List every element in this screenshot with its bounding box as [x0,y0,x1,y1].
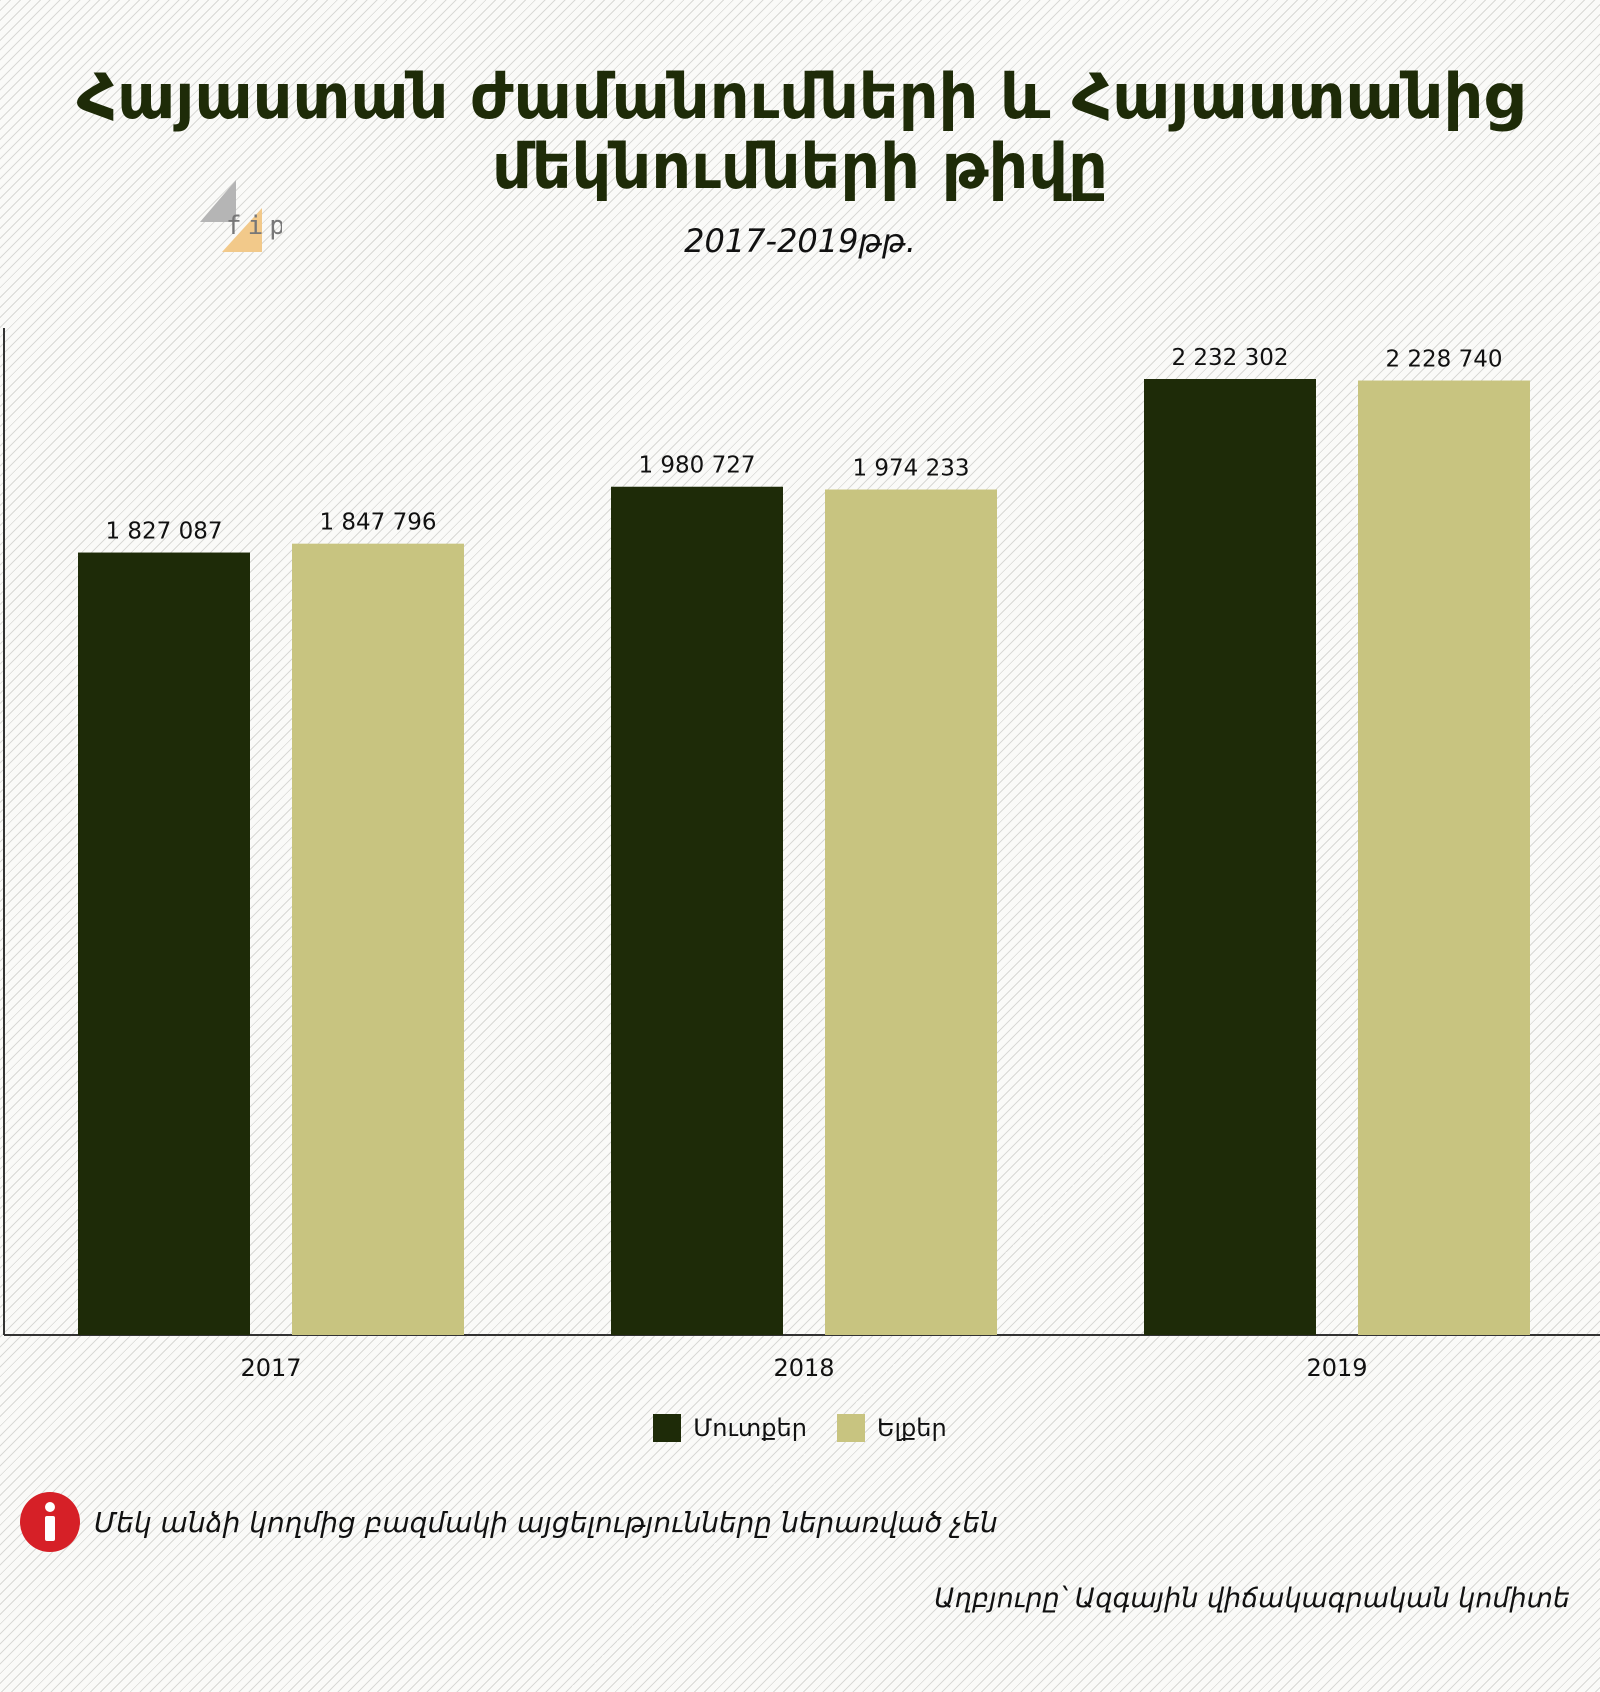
footnote: Մեկ անձի կողմից բազմակի այցելությունները… [20,1492,998,1552]
bar-chart: 1 827 087 1 847 796 2017 1 980 727 1 974 233… [3,328,1600,1380]
bar-arrivals-2019 [1144,379,1316,1335]
data-label-arrivals-2019: 2 232 302 [1171,345,1288,371]
legend-label-departures: Ելքեր [876,1414,947,1442]
x-tick-label-2018: 2018 [773,1354,834,1380]
legend: Մուտքեր Ելքեր [0,1414,1600,1442]
bar-departures-2019 [1358,380,1530,1335]
data-label-departures-2017: 1 847 796 [319,510,436,536]
legend-item-departures: Ելքեր [836,1414,947,1442]
legend-label-arrivals: Մուտքեր [693,1414,807,1442]
chart-title: Հայաստան ժամանումների և Հայաստանից մեկնո… [76,60,1524,203]
fip-logo: fip [200,180,282,252]
bar-arrivals-2018 [611,486,783,1335]
legend-swatch-arrivals [653,1414,682,1442]
bar-departures-2017 [292,543,464,1335]
legend-item-arrivals: Մուտքեր [653,1414,807,1442]
legend-swatch-departures [836,1414,865,1442]
info-icon [20,1492,80,1552]
data-label-departures-2019: 2 228 740 [1385,347,1502,373]
footnote-text: Մեկ անձի կողմից բազմակի այցելությունները… [94,1505,998,1539]
x-tick-label-2019: 2019 [1306,1354,1367,1380]
logo-text: fip [226,211,282,241]
source-text: Աղբյուրը՝ Ազգային վիճակագրական կոմիտե [934,1583,1570,1614]
data-label-arrivals-2018: 1 980 727 [638,453,755,479]
bar-departures-2018 [825,489,997,1335]
data-label-departures-2018: 1 974 233 [852,456,969,482]
bar-arrivals-2017 [78,552,250,1335]
chart-subtitle: 2017-2019թթ. [684,222,916,260]
data-label-arrivals-2017: 1 827 087 [105,519,222,545]
x-tick-label-2017: 2017 [240,1354,301,1380]
